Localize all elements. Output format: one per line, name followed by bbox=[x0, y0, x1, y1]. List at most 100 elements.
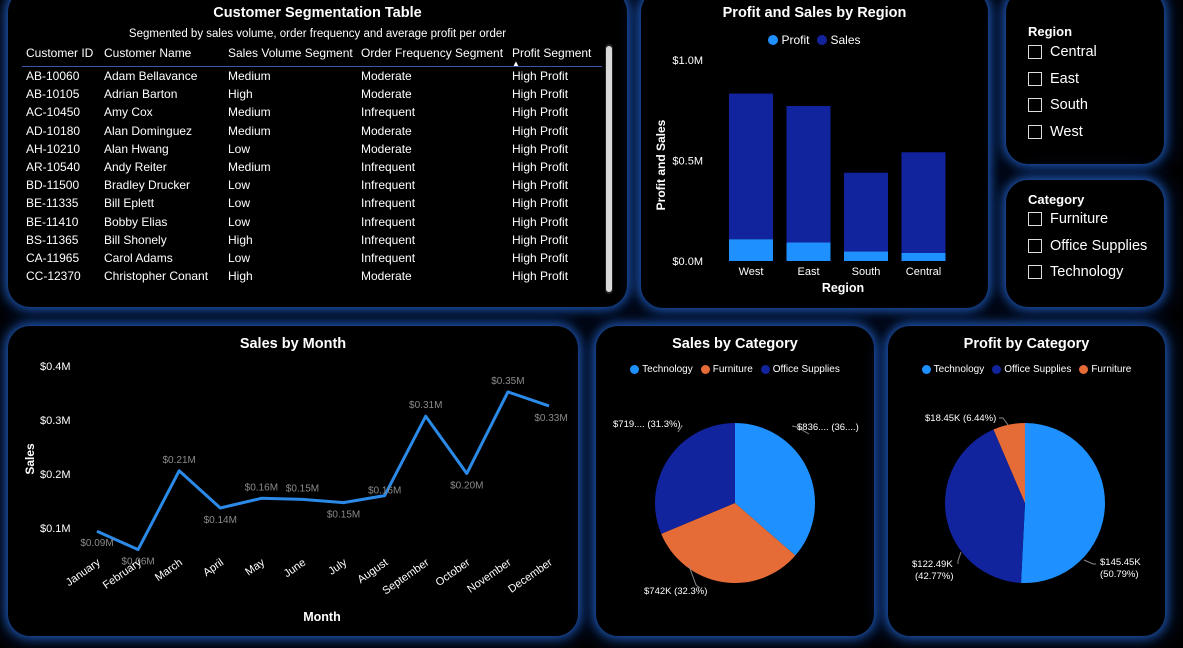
profit-segment-cell: High Profit bbox=[512, 141, 569, 156]
legend-dot-technology bbox=[630, 365, 640, 374]
customer-id-cell: AD-10180 bbox=[26, 123, 81, 138]
checkbox-icon[interactable] bbox=[1028, 98, 1042, 112]
profit-segment-cell: High Profit bbox=[512, 105, 569, 120]
customer-id-cell: CA-11965 bbox=[26, 250, 80, 265]
region-chart-title: Profit and Sales by Region bbox=[722, 5, 907, 21]
sales-volume-cell: Low bbox=[228, 178, 251, 193]
region-option-west[interactable]: West bbox=[1028, 124, 1083, 140]
y-axis-title: Sales bbox=[23, 443, 37, 475]
table-row[interactable]: AB-10060 Adam Bellavance Medium Moderate Hig… bbox=[22, 67, 602, 86]
table-row[interactable]: AD-10180 Alan Dominguez Medium Moderate High… bbox=[22, 122, 602, 140]
leader-line bbox=[1083, 559, 1096, 565]
sales-bar-west bbox=[729, 93, 773, 240]
customer-id-cell: BE-11335 bbox=[26, 196, 79, 211]
legend-item-technology[interactable]: Technology bbox=[630, 364, 693, 375]
data-label: $0.16M bbox=[368, 486, 401, 497]
data-label: $0.14M bbox=[204, 515, 237, 526]
customer-name-cell: Bill Eplett bbox=[104, 196, 155, 211]
x-tick-label: January bbox=[64, 556, 103, 589]
profit-segment-cell: High Profit bbox=[512, 196, 569, 211]
customer-name-cell: Amy Cox bbox=[104, 105, 153, 120]
profit-category-title: Profit by Category bbox=[963, 336, 1090, 352]
sales-category-legend: Technology Furniture Office Supplies bbox=[596, 364, 874, 375]
order-frequency-cell: Moderate bbox=[361, 87, 412, 102]
y-tick-label: $0.4M bbox=[40, 361, 71, 373]
data-label: $0.16M bbox=[245, 482, 278, 493]
segmentation-table: Customer ID Customer Name Sales Volume S… bbox=[22, 42, 602, 285]
table-scrollbar-thumb[interactable] bbox=[606, 46, 612, 292]
table-row[interactable]: BE-11410 Bobby Elias Low Infrequent High Pro… bbox=[22, 213, 602, 231]
region-bar-chart: $0.0M $0.5M $1.0M Profit and Sales Region Wes… bbox=[654, 55, 946, 295]
category-option-furniture[interactable]: Furniture bbox=[1028, 211, 1108, 227]
column-header-customer-name[interactable]: Customer Name bbox=[100, 42, 224, 67]
category-slicer-title: Category bbox=[1028, 192, 1085, 207]
sales-volume-cell: Low bbox=[228, 196, 251, 211]
legend-dot-profit bbox=[768, 35, 779, 45]
checkbox-icon[interactable] bbox=[1028, 45, 1042, 59]
y-tick-label: $0.1M bbox=[40, 523, 71, 535]
table-row[interactable]: CA-11965 Carol Adams Low Infrequent High Pro… bbox=[22, 249, 602, 267]
slice-label-furniture: $18.45K (6.44%) bbox=[925, 413, 996, 424]
table-row[interactable]: BE-11335 Bill Eplett Low Infrequent High Pro… bbox=[22, 194, 602, 212]
table-row[interactable]: AB-10105 Adrian Barton High Moderate High Pr… bbox=[22, 85, 602, 103]
column-header-profit-segment[interactable]: Profit Segment ▲ bbox=[508, 42, 602, 68]
legend-item-office-supplies[interactable]: Office Supplies bbox=[760, 364, 840, 375]
region-option-south[interactable]: South bbox=[1028, 97, 1088, 113]
checkbox-icon[interactable] bbox=[1028, 212, 1042, 226]
legend-item-technology[interactable]: Technology bbox=[921, 364, 984, 375]
y-axis-title: Profit and Sales bbox=[654, 119, 668, 210]
legend-item-furniture[interactable]: Furniture bbox=[700, 364, 753, 375]
table-row[interactable]: BD-11500 Bradley Drucker Low Infrequent High… bbox=[22, 176, 602, 194]
checkbox-icon[interactable] bbox=[1028, 265, 1042, 279]
sort-ascending-icon[interactable]: ▲ bbox=[512, 59, 520, 68]
checkbox-icon[interactable] bbox=[1028, 238, 1042, 253]
profit-segment-cell: High Profit bbox=[512, 232, 569, 247]
profit-bar-south bbox=[844, 251, 888, 261]
legend-item-office-supplies[interactable]: Office Supplies bbox=[992, 364, 1071, 375]
x-tick-label: West bbox=[739, 266, 764, 278]
category-option-technology[interactable]: Technology bbox=[1028, 264, 1123, 280]
profit-segment-cell: High Profit bbox=[512, 250, 569, 265]
sales-bar-central bbox=[901, 152, 946, 253]
legend-dot-sales bbox=[817, 35, 828, 45]
region-option-label: Central bbox=[1050, 44, 1097, 60]
column-header-sales-volume[interactable]: Sales Volume Segment bbox=[224, 42, 357, 67]
legend-item-furniture[interactable]: Furniture bbox=[1079, 364, 1131, 375]
region-option-central[interactable]: Central bbox=[1028, 44, 1097, 60]
region-option-east[interactable]: East bbox=[1028, 71, 1079, 87]
legend-item-profit[interactable]: Profit bbox=[768, 33, 809, 47]
region-slicer-panel: Region Central East South West bbox=[1006, 0, 1164, 164]
table-row[interactable]: AH-10210 Alan Hwang Low Moderate High Profit bbox=[22, 140, 602, 158]
checkbox-icon[interactable] bbox=[1028, 71, 1042, 86]
category-option-office-supplies[interactable]: Office Supplies bbox=[1028, 238, 1147, 254]
customer-id-cell: AB-10105 bbox=[26, 87, 80, 102]
region-option-label: South bbox=[1050, 97, 1088, 113]
region-option-label: West bbox=[1050, 123, 1083, 140]
customer-id-cell: CC-12370 bbox=[26, 269, 81, 284]
region-option-label: East bbox=[1050, 70, 1080, 87]
sales-bar-east bbox=[786, 106, 831, 243]
table-row[interactable]: AC-10450 Amy Cox Medium Infrequent High Prof… bbox=[22, 103, 602, 121]
sales-by-month-panel: Sales by Month $0.1M $0.2M $0.3M $0.4M Sales… bbox=[8, 326, 578, 636]
profit-segment-label: Profit Segment bbox=[512, 46, 592, 60]
profit-bar-east bbox=[786, 242, 831, 261]
customer-name-cell: Bobby Elias bbox=[104, 214, 168, 229]
table-row[interactable]: AR-10540 Andy Reiter Medium Infrequent High … bbox=[22, 158, 602, 176]
profit-segment-cell: High Profit bbox=[512, 160, 569, 175]
sales-by-category-panel: Sales by Category Technology Furniture O… bbox=[596, 326, 874, 636]
checkbox-icon[interactable] bbox=[1028, 124, 1042, 139]
legend-item-sales[interactable]: Sales bbox=[817, 33, 861, 47]
table-row[interactable]: BS-11365 Bill Shonely High Infrequent High P… bbox=[22, 231, 602, 249]
data-label: $0.33M bbox=[534, 413, 567, 424]
column-header-order-frequency[interactable]: Order Frequency Segment bbox=[357, 42, 508, 67]
sales-line bbox=[96, 390, 550, 552]
month-line-chart: $0.1M $0.2M $0.3M $0.4M Sales Month $0.09M Janu… bbox=[23, 361, 568, 624]
legend-label-office-supplies: Office Supplies bbox=[1004, 364, 1072, 375]
x-tick-label: December bbox=[506, 556, 555, 595]
sales-category-pie: $836.... (36....) $742K (32.3%) $719.... (… bbox=[613, 419, 859, 597]
column-header-customer-id[interactable]: Customer ID bbox=[22, 42, 100, 67]
legend-dot-furniture bbox=[1079, 365, 1089, 374]
x-axis-title: Region bbox=[822, 281, 864, 295]
x-tick-label: September bbox=[380, 556, 431, 597]
table-row[interactable]: CC-12370 Christopher Conant High Moderate Hi… bbox=[22, 267, 602, 285]
